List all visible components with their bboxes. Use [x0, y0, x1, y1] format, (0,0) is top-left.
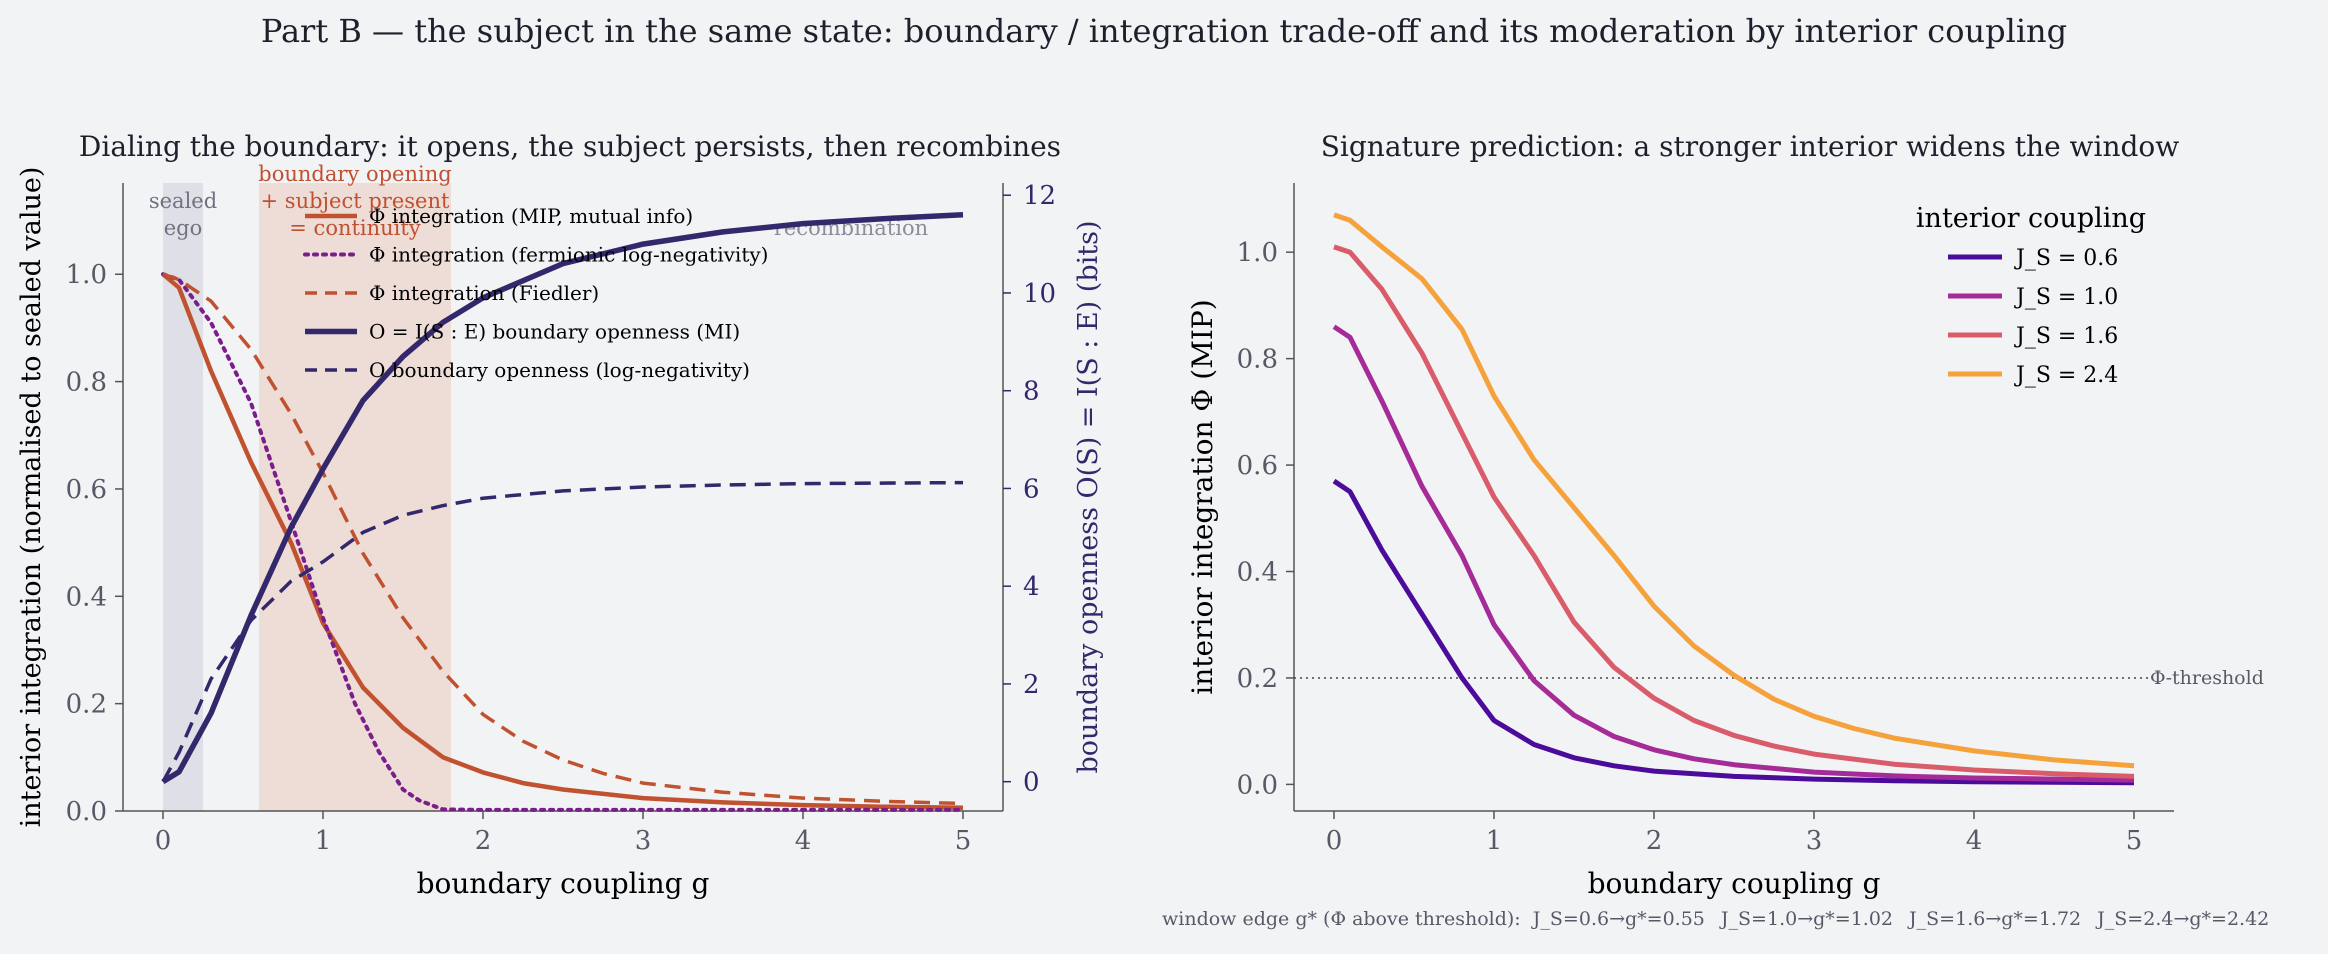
region-label-1-1: + subject present [261, 189, 450, 213]
left-x-tick-label: 0 [155, 826, 172, 856]
left-y-tick-label: 0.4 [66, 582, 107, 612]
threshold-label: Φ-threshold [2150, 667, 2264, 689]
left-x-tick-label: 3 [635, 826, 652, 856]
region-label-0-0: sealed [149, 189, 217, 213]
left-x-axis-label: boundary coupling g [417, 867, 710, 900]
left-y-tick-label: 1.0 [66, 260, 107, 290]
right-x-tick-label: 1 [1486, 826, 1503, 856]
right-x-tick-label: 0 [1326, 826, 1343, 856]
right-x-tick-label: 4 [1966, 826, 1983, 856]
left-legend-label-2: Φ integration (Fiedler) [369, 281, 599, 305]
right-x-axis-label: boundary coupling g [1588, 867, 1881, 900]
right-panel-title: Signature prediction: a stronger interio… [1320, 130, 2180, 163]
footnote-js24: J_S=2.4→g*=2.42 [2097, 908, 2270, 930]
right-legend-label-0: J_S = 0.6 [2014, 246, 2118, 271]
footnote-prefix: window edge g* (Φ above threshold): [1162, 908, 1521, 930]
left-x-tick-label: 2 [475, 826, 492, 856]
left-y2-tick-label: 6 [1023, 474, 1040, 504]
right-y-tick-label: 0.8 [1237, 345, 1278, 375]
left-series-line-2 [162, 272, 964, 806]
region-label-0-1: ego [164, 216, 203, 240]
right-series-line-1 [1332, 324, 2135, 783]
left-legend-label-4: O boundary openness (log-negativity) [369, 358, 750, 382]
left-y2-tick-label: 10 [1023, 279, 1056, 309]
left-y-tick-label: 0.6 [66, 475, 107, 505]
left-series-line-4 [161, 480, 964, 783]
left-x-tick-label: 4 [795, 826, 812, 856]
right-legend-label-2: J_S = 1.6 [2014, 324, 2118, 349]
left-series-line-3 [161, 212, 964, 785]
left-y2-tick-label: 8 [1023, 377, 1040, 407]
region-1 [259, 183, 451, 811]
right-y-tick-label: 0.0 [1237, 770, 1278, 800]
left-legend-label-3: O = I(S : E) boundary openness (MI) [369, 320, 740, 344]
left-y-tick-label: 0.8 [66, 368, 107, 398]
left-series-line-1 [161, 272, 965, 812]
left-x-tick-label: 5 [955, 826, 972, 856]
left-series-line-0 [161, 272, 964, 811]
right-legend-title: interior coupling [1916, 203, 2146, 234]
left-y2-tick-label: 4 [1023, 572, 1040, 602]
right-x-tick-label: 2 [1646, 826, 1663, 856]
right-series-line-0 [1332, 478, 2135, 786]
left-panel-title: Dialing the boundary: it opens, the subj… [78, 130, 1062, 163]
left-legend-label-0: Φ integration (MIP, mutual info) [369, 204, 693, 228]
left-y2-tick-label: 12 [1023, 181, 1056, 211]
window-edge-footnote: window edge g* (Φ above threshold): J_S=… [1162, 908, 2279, 930]
right-x-tick-label: 3 [1806, 826, 1823, 856]
footnote-js10: J_S=1.0→g*=1.02 [1720, 908, 1893, 930]
footnote-js16: J_S=1.6→g*=1.72 [1909, 908, 2082, 930]
figure-title: Part B — the subject in the same state: … [260, 12, 2068, 50]
left-y2-tick-label: 2 [1023, 670, 1040, 700]
left-y2-axis-label: boundary openness O(S) = I(S : E) (bits) [1073, 221, 1104, 774]
left-y-axis-label: interior integration (normalised to seal… [16, 167, 47, 828]
right-y-tick-label: 1.0 [1237, 238, 1278, 268]
left-y-tick-label: 0.2 [66, 690, 107, 720]
right-series-line-2 [1333, 244, 2135, 779]
region-0 [163, 183, 203, 811]
left-y2-tick-label: 0 [1023, 768, 1040, 798]
right-y-tick-label: 0.4 [1237, 558, 1278, 588]
left-y-tick-label: 0.0 [66, 797, 107, 827]
right-y-tick-label: 0.2 [1237, 664, 1278, 694]
right-legend-label-3: J_S = 2.4 [2014, 363, 2118, 388]
left-x-tick-label: 1 [315, 826, 332, 856]
right-legend-label-1: J_S = 1.0 [2014, 285, 2118, 310]
right-series-line-3 [1333, 212, 2135, 769]
right-y-tick-label: 0.6 [1237, 451, 1278, 481]
left-legend-label-1: Φ integration (fermionic log-negativity) [369, 243, 768, 267]
right-x-tick-label: 5 [2126, 826, 2143, 856]
right-y-axis-label: interior integration Φ (MIP) [1186, 299, 1219, 694]
region-label-1-2: = continuity [289, 216, 421, 240]
region-label-1-0: boundary opening [258, 162, 451, 186]
footnote-js06: J_S=0.6→g*=0.55 [1532, 908, 1705, 930]
